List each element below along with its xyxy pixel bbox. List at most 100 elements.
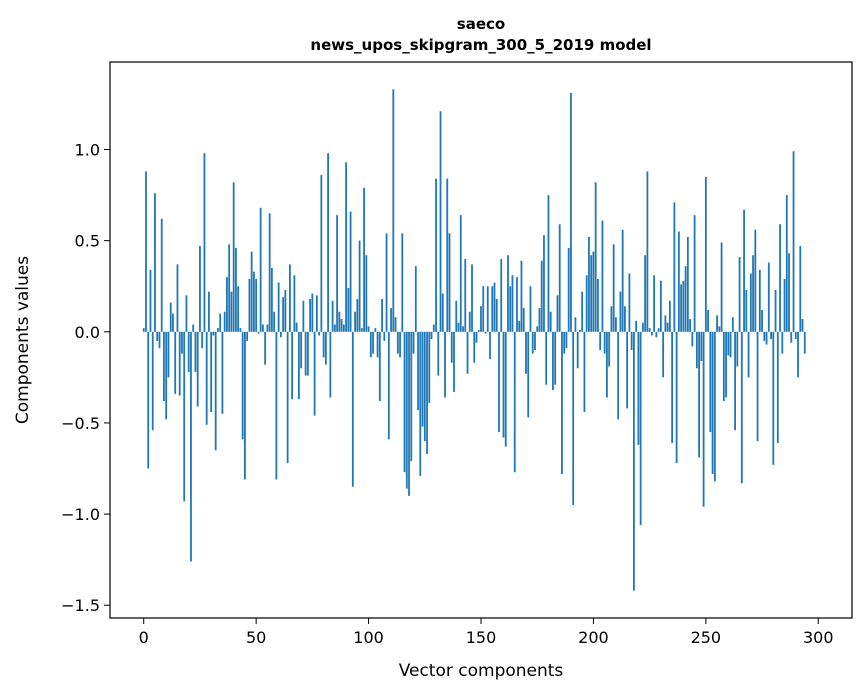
bar-254 xyxy=(713,331,716,482)
bar-137 xyxy=(450,331,453,363)
bar-71 xyxy=(302,300,305,332)
bar-200 xyxy=(592,251,595,332)
bar-17 xyxy=(181,331,183,354)
bar-158 xyxy=(498,331,500,433)
bar-85 xyxy=(333,324,336,332)
bar-41 xyxy=(235,247,237,332)
bar-59 xyxy=(275,331,278,480)
bar-243 xyxy=(689,319,692,332)
bar-250 xyxy=(704,176,707,332)
bar-111 xyxy=(392,89,395,332)
bar-198 xyxy=(588,237,590,332)
y-axis-ticks: −1.5 −1.0 −0.5 0.0 0.5 1.0 xyxy=(61,141,110,615)
bar-87 xyxy=(338,311,341,332)
bar-73 xyxy=(306,331,309,376)
bar-105 xyxy=(378,331,381,402)
x-tick-label: 100 xyxy=(353,628,384,647)
bar-272 xyxy=(754,229,757,332)
bar-226 xyxy=(650,331,653,336)
bar-194 xyxy=(579,329,581,332)
x-tick-label: 300 xyxy=(803,628,834,647)
bar-121 xyxy=(414,266,417,332)
bar-282 xyxy=(776,331,779,443)
bar-244 xyxy=(691,331,694,347)
bar-227 xyxy=(653,275,656,332)
bar-46 xyxy=(246,331,249,341)
bar-136 xyxy=(448,233,451,332)
bar-174 xyxy=(534,331,536,351)
bar-193 xyxy=(576,331,579,369)
bar-163 xyxy=(509,286,512,332)
bar-156 xyxy=(493,282,496,332)
bar-83 xyxy=(329,331,332,398)
bar-225 xyxy=(648,328,651,332)
bar-9 xyxy=(163,331,165,402)
bar-140 xyxy=(457,322,460,332)
bar-22 xyxy=(192,324,195,332)
bar-14 xyxy=(174,331,177,394)
bar-50 xyxy=(255,278,258,332)
y-tick-label: 0.5 xyxy=(75,232,100,251)
bar-171 xyxy=(527,331,530,418)
bar-256 xyxy=(718,326,721,332)
bar-264 xyxy=(736,331,739,367)
bar-241 xyxy=(684,266,687,332)
bar-180 xyxy=(547,195,550,332)
bar-1 xyxy=(145,171,147,332)
bar-185 xyxy=(558,224,561,332)
bar-214 xyxy=(624,306,626,332)
bar-237 xyxy=(675,331,678,464)
bar-292 xyxy=(799,246,802,332)
bar-147 xyxy=(473,331,476,363)
bar-223 xyxy=(644,255,647,332)
bar-103 xyxy=(374,328,377,332)
bar-258 xyxy=(722,331,725,402)
bar-283 xyxy=(779,224,781,332)
bar-107 xyxy=(383,331,386,341)
bar-255 xyxy=(716,315,718,332)
bar-129 xyxy=(432,324,435,332)
bar-165 xyxy=(513,331,516,473)
bar-23 xyxy=(194,331,197,372)
bar-218 xyxy=(633,331,635,591)
bar-233 xyxy=(666,322,669,332)
bar-195 xyxy=(581,291,584,332)
bar-64 xyxy=(286,331,289,464)
bar-294 xyxy=(803,331,806,354)
bar-267 xyxy=(743,209,745,332)
bar-159 xyxy=(500,258,503,332)
bar-293 xyxy=(801,319,804,332)
bar-235 xyxy=(671,331,674,443)
bar-114 xyxy=(399,331,401,358)
bar-38 xyxy=(228,244,231,332)
bar-8 xyxy=(160,218,163,332)
bar-77 xyxy=(315,295,318,332)
bar-191 xyxy=(572,331,575,505)
bar-124 xyxy=(421,331,424,427)
bar-18 xyxy=(183,331,186,502)
bar-190 xyxy=(570,92,572,332)
bar-138 xyxy=(453,331,455,392)
bar-100 xyxy=(367,326,370,332)
bar-66 xyxy=(291,331,294,400)
bar-238 xyxy=(677,231,680,332)
bar-291 xyxy=(797,331,799,378)
bar-113 xyxy=(396,331,399,354)
bar-84 xyxy=(331,300,334,332)
bar-128 xyxy=(430,331,433,340)
bar-151 xyxy=(482,286,485,332)
bar-2 xyxy=(147,331,150,469)
bar-211 xyxy=(617,331,620,420)
bar-134 xyxy=(444,331,446,398)
bar-27 xyxy=(203,153,206,332)
bar-86 xyxy=(336,215,338,332)
bar-245 xyxy=(693,215,696,332)
bar-92 xyxy=(349,211,352,332)
bar-4 xyxy=(151,331,154,431)
bar-44 xyxy=(241,331,244,440)
bar-269 xyxy=(747,331,750,378)
bar-220 xyxy=(637,331,640,445)
plot-frame xyxy=(109,61,853,619)
bar-34 xyxy=(219,313,222,332)
